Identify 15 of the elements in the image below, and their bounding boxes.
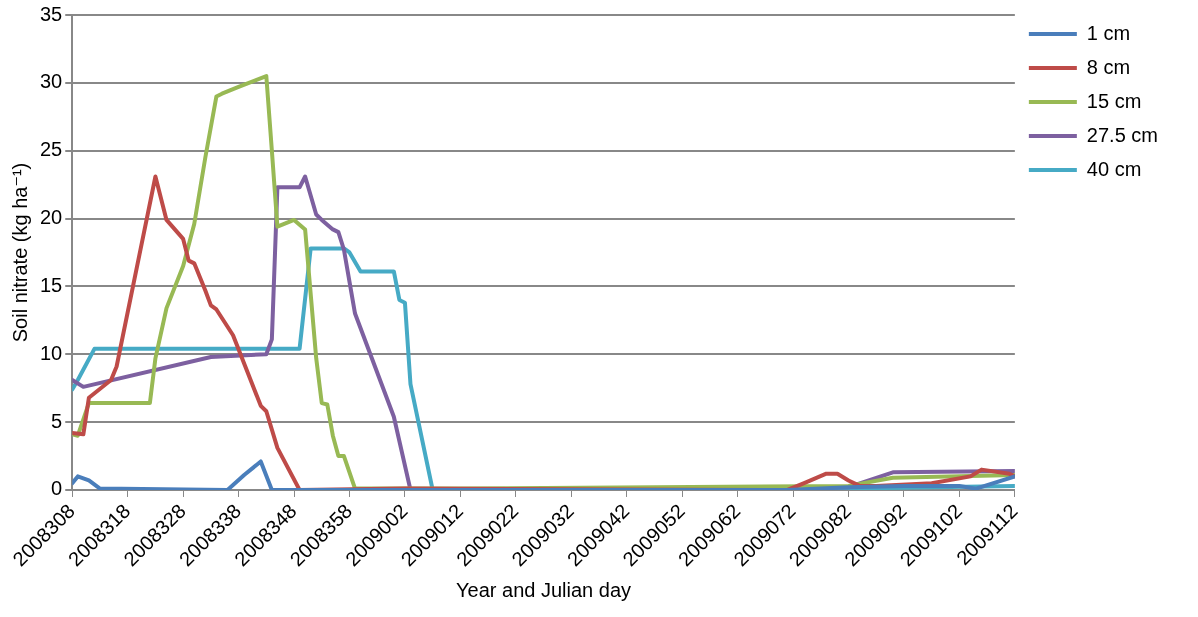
- legend-label: 1 cm: [1086, 21, 1131, 44]
- y-tick-label: 10: [40, 341, 63, 364]
- legend-label: 27.5 cm: [1086, 123, 1159, 146]
- y-tick-label: 25: [40, 138, 63, 161]
- legend-label: 15 cm: [1086, 89, 1142, 112]
- legend-label: 40 cm: [1086, 157, 1142, 180]
- y-axis-title: Soil nitrate (kg ha⁻¹): [8, 162, 31, 343]
- y-tick-label: 20: [40, 206, 63, 229]
- y-tick-label: 0: [51, 477, 63, 500]
- y-tick-label: 35: [40, 2, 63, 25]
- y-tick-label: 30: [40, 70, 63, 93]
- y-tick-label: 5: [51, 409, 63, 432]
- y-tick-label: 15: [40, 273, 63, 296]
- legend-label: 8 cm: [1086, 55, 1131, 78]
- x-axis-title: Year and Julian day: [456, 578, 632, 601]
